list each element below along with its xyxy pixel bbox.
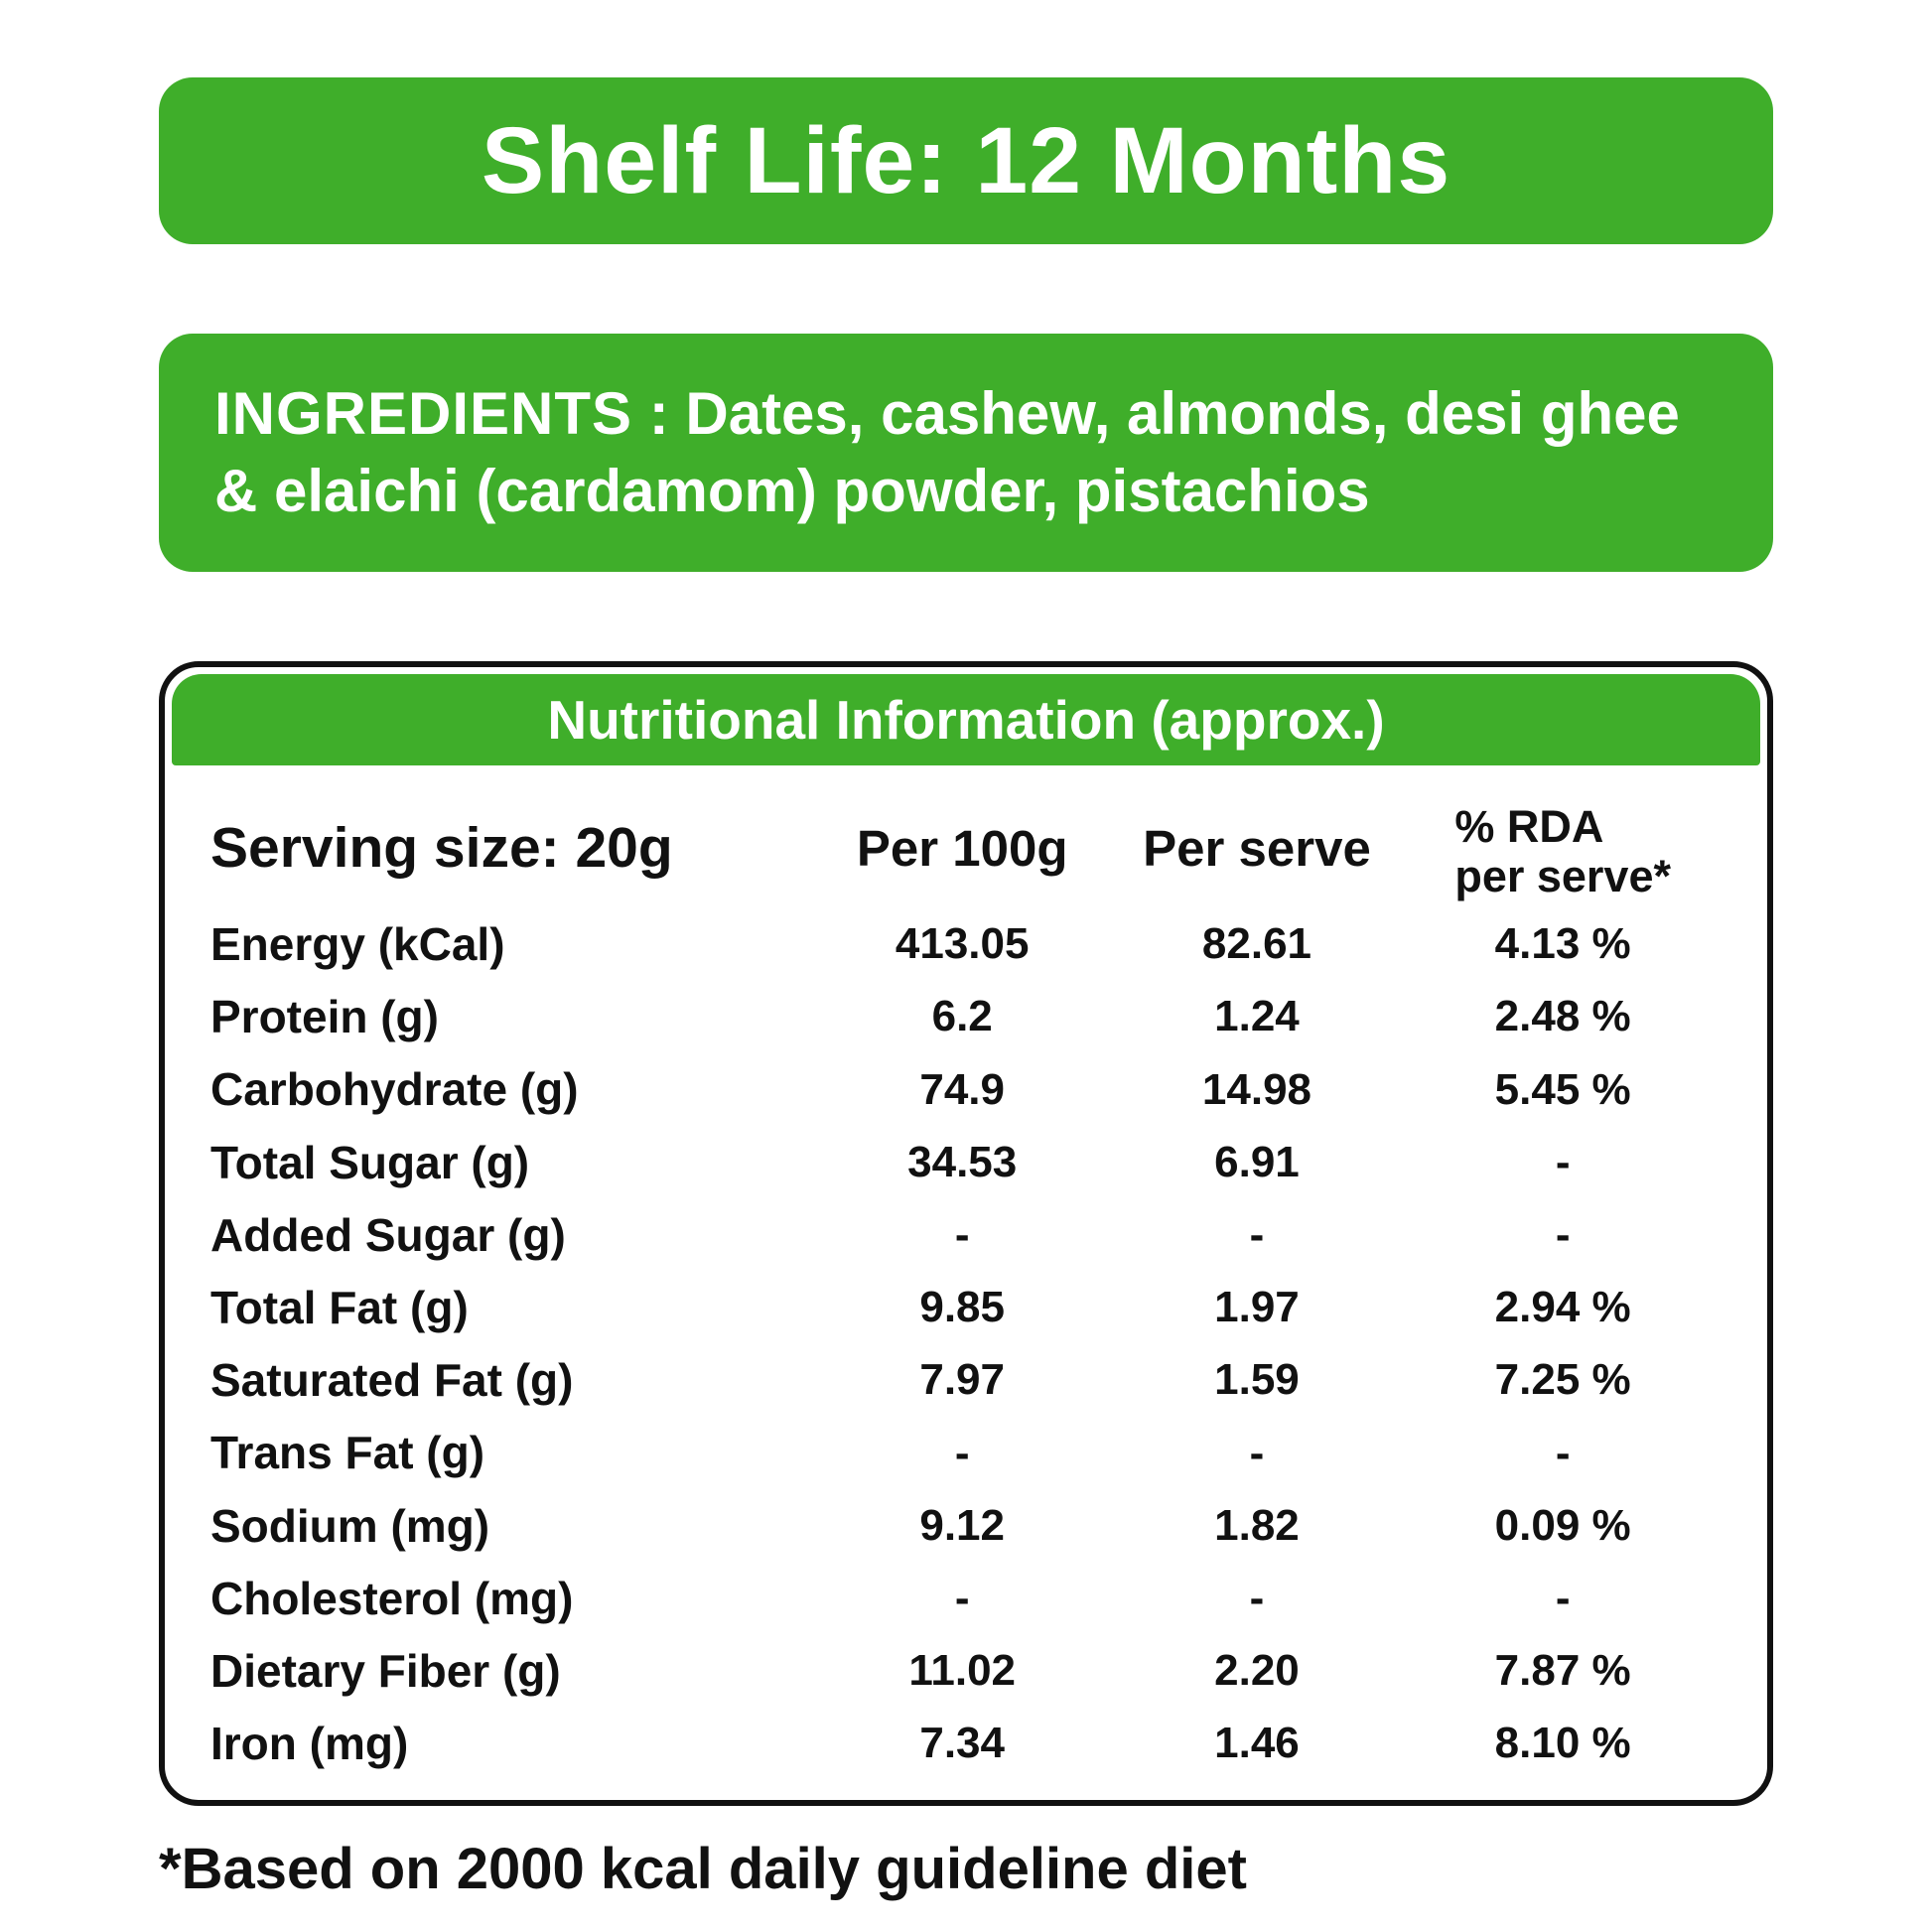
row-per-serve: 82.61 xyxy=(1201,919,1312,969)
row-rda: - xyxy=(1555,1428,1571,1477)
table-row-energy: Energy (kCal) 413.05 82.61 4.13 % xyxy=(165,908,1767,981)
ingredients-label: INGREDIENTS xyxy=(214,380,633,447)
row-rda: 5.45 % xyxy=(1494,1064,1631,1114)
table-row-saturated-fat: Saturated Fat (g) 7.97 1.59 7.25 % xyxy=(165,1344,1767,1417)
header-rda-line1: % RDA xyxy=(1454,801,1604,852)
row-rda: 0.09 % xyxy=(1494,1500,1631,1550)
header-per-serve: Per serve xyxy=(1143,819,1371,877)
table-row-total-sugar: Total Sugar (g) 34.53 6.91 - xyxy=(165,1127,1767,1199)
header-serving-size: Serving size: 20g xyxy=(210,816,673,880)
shelf-life-banner: Shelf Life: 12 Months xyxy=(159,77,1773,244)
row-label: Added Sugar (g) xyxy=(210,1208,566,1261)
ingredients-text: : Dates, cashew, almonds, desi ghee & el… xyxy=(214,380,1680,524)
row-label: Saturated Fat (g) xyxy=(210,1354,574,1407)
row-per100g: 7.97 xyxy=(919,1355,1005,1405)
row-label: Iron (mg) xyxy=(210,1718,409,1770)
row-per100g: 6.2 xyxy=(931,992,993,1041)
row-rda: 2.48 % xyxy=(1494,992,1631,1041)
table-row-added-sugar: Added Sugar (g) - - - xyxy=(165,1199,1767,1272)
row-rda: - xyxy=(1555,1209,1571,1259)
row-per-serve: 1.24 xyxy=(1214,992,1300,1041)
row-rda: - xyxy=(1555,1573,1571,1622)
row-rda: 7.25 % xyxy=(1494,1355,1631,1405)
table-row-sodium: Sodium (mg) 9.12 1.82 0.09 % xyxy=(165,1490,1767,1563)
nutrition-table: Nutritional Information (approx.) Servin… xyxy=(159,661,1773,1807)
row-rda: 4.13 % xyxy=(1494,919,1631,969)
row-per100g: 7.34 xyxy=(919,1719,1005,1768)
row-rda: 2.94 % xyxy=(1494,1283,1631,1332)
row-per100g: 11.02 xyxy=(908,1646,1017,1696)
row-label: Cholesterol (mg) xyxy=(210,1572,574,1624)
row-label: Sodium (mg) xyxy=(210,1499,490,1552)
row-label: Total Sugar (g) xyxy=(210,1136,530,1188)
row-per-serve: - xyxy=(1249,1428,1265,1477)
table-row-dietary-fiber: Dietary Fiber (g) 11.02 2.20 7.87 % xyxy=(165,1635,1767,1708)
header-per-100g: Per 100g xyxy=(856,819,1068,877)
row-label: Total Fat (g) xyxy=(210,1281,469,1333)
table-row-carbohydrate: Carbohydrate (g) 74.9 14.98 5.45 % xyxy=(165,1053,1767,1126)
header-rda: % RDA per serve* xyxy=(1404,795,1722,900)
row-label: Carbohydrate (g) xyxy=(210,1063,579,1116)
row-per-serve: - xyxy=(1249,1573,1265,1622)
table-row-iron: Iron (mg) 7.34 1.46 8.10 % xyxy=(165,1708,1767,1780)
row-per-serve: - xyxy=(1249,1209,1265,1259)
row-rda: 7.87 % xyxy=(1494,1646,1631,1696)
row-per100g: - xyxy=(954,1573,970,1622)
row-per-serve: 1.46 xyxy=(1214,1719,1300,1768)
row-per100g: 9.12 xyxy=(919,1500,1005,1550)
row-per-serve: 2.20 xyxy=(1214,1646,1300,1696)
row-per-serve: 1.59 xyxy=(1214,1355,1300,1405)
row-per100g: 413.05 xyxy=(895,919,1030,969)
row-per100g: 34.53 xyxy=(907,1137,1018,1186)
row-rda: - xyxy=(1555,1137,1571,1186)
table-row-trans-fat: Trans Fat (g) - - - xyxy=(165,1417,1767,1489)
table-row-cholesterol: Cholesterol (mg) - - - xyxy=(165,1563,1767,1635)
table-row-total-fat: Total Fat (g) 9.85 1.97 2.94 % xyxy=(165,1272,1767,1344)
row-label: Energy (kCal) xyxy=(210,918,505,970)
ingredients-box: INGREDIENTS : Dates, cashew, almonds, de… xyxy=(159,334,1773,572)
row-per-serve: 1.82 xyxy=(1214,1500,1300,1550)
rda-footnote: *Based on 2000 kcal daily guideline diet xyxy=(159,1837,1247,1902)
row-label: Trans Fat (g) xyxy=(210,1427,485,1479)
row-label: Dietary Fiber (g) xyxy=(210,1644,561,1697)
row-per-serve: 6.91 xyxy=(1214,1137,1300,1186)
row-per100g: - xyxy=(954,1209,970,1259)
header-rda-line2: per serve* xyxy=(1454,850,1671,901)
row-rda: 8.10 % xyxy=(1494,1719,1631,1768)
nutrition-table-header: Serving size: 20g Per 100g Per serve % R… xyxy=(165,795,1767,900)
row-per100g: 9.85 xyxy=(919,1283,1005,1332)
table-row-protein: Protein (g) 6.2 1.24 2.48 % xyxy=(165,981,1767,1053)
row-label: Protein (g) xyxy=(210,991,439,1043)
row-per-serve: 14.98 xyxy=(1201,1064,1312,1114)
nutrition-table-title: Nutritional Information (approx.) xyxy=(172,674,1760,765)
shelf-life-text: Shelf Life: 12 Months xyxy=(481,107,1451,213)
row-per100g: - xyxy=(954,1428,970,1477)
row-per100g: 74.9 xyxy=(919,1064,1005,1114)
row-per-serve: 1.97 xyxy=(1214,1283,1300,1332)
